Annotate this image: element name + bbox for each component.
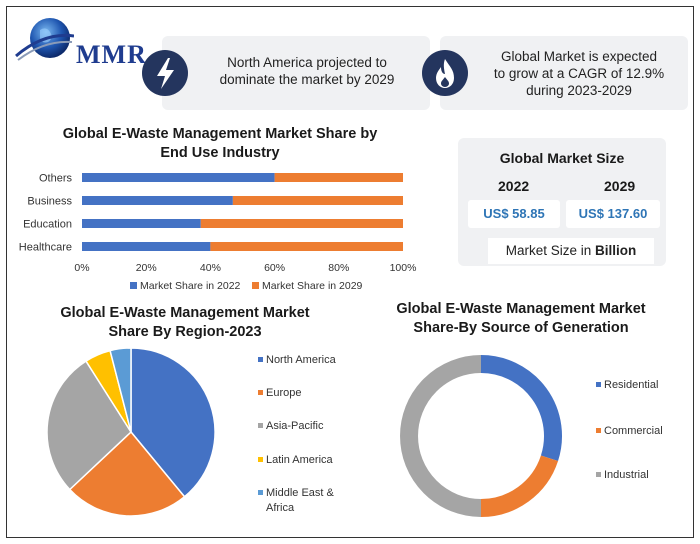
x-tick-label: 80% [328,262,349,274]
market-size-title: Global Market Size [499,150,625,166]
legend-label: Africa [266,502,295,514]
legend-swatch [258,490,263,495]
category-label: Healthcare [19,242,72,254]
bar-segment [82,173,275,182]
market-size-value: US$ 58.85 [468,200,560,228]
category-label: Education [23,219,72,231]
legend-label: Commercial [604,425,663,437]
bar-segment [232,196,403,205]
source-donut-title-line: Global E-Waste Management Market [396,301,646,317]
market-size-unit-bold: Billion [595,243,637,258]
market-size-unit: Market Size in Billion [488,238,654,264]
bar-segment [200,219,403,228]
region-pie-title-line: Share By Region-2023 [108,324,262,340]
region-pie-title: Global E-Waste Management Market Share B… [40,304,330,342]
flame-icon [422,50,468,96]
pie-slice [109,347,132,433]
logo: MMR [14,14,147,70]
donut-segment [480,455,559,517]
legend-label: Market Share in 2029 [262,280,363,292]
x-tick-label: 40% [200,262,221,274]
region-pie-chart: North America Europe Asia-Pacific Latin Ame… [46,347,337,517]
legend-swatch [258,390,263,395]
highlight-card-cagr: Global Market is expected to grow at a C… [422,36,688,110]
donut-segment [400,355,482,517]
highlight-text-line: North America projected to [227,55,387,70]
legend-swatch [258,357,263,362]
bar-chart-title-line: Global E-Waste Management Market Share b… [62,126,378,142]
pie-slice [68,430,186,517]
legend-swatch [596,472,601,477]
legend-label: Latin America [266,454,334,466]
legend-label: Asia-Pacific [266,420,324,432]
x-tick-label: 60% [264,262,285,274]
x-tick-label: 0% [74,262,89,274]
category-label: Others [39,173,73,185]
legend-label: North America [266,354,337,366]
legend-label: Europe [266,387,301,399]
highlight-text-line: Global Market is expected [500,49,658,64]
legend-label: Industrial [604,469,649,481]
bar-segment [210,242,403,251]
legend-label: Market Share in 2022 [140,280,241,292]
legend-label: Residential [604,379,658,391]
x-tick-label: 100% [390,262,417,274]
legend-swatch [130,282,137,289]
highlight-text-line: to grow at a CAGR of 12.9% [493,66,665,81]
market-size-year: 2029 [604,178,636,194]
bar-segment [274,173,403,182]
bar-chart-title-line: End Use Industry [160,145,280,161]
source-donut-title: Global E-Waste Management Market Share-B… [380,300,662,338]
bar-chart-title: Global E-Waste Management Market Share b… [40,125,400,163]
category-label: Business [27,196,72,208]
legend-swatch [258,457,263,462]
highlight-text-line: during 2023-2029 [526,83,632,98]
globe-icon [15,18,75,61]
pie-slice [130,347,216,498]
legend-swatch [258,423,263,428]
market-size-year: 2022 [498,178,530,194]
bar-segment [82,196,233,205]
bar-segment [82,219,201,228]
donut-segment [480,355,562,462]
legend-label: Middle East & [266,487,335,499]
legend-swatch [252,282,259,289]
bar-segment [82,242,211,251]
highlight-text-line: dominate the market by 2029 [219,72,395,87]
legend-swatch [596,382,601,387]
legend-swatch [596,428,601,433]
lightning-icon [142,50,188,96]
pie-slice [46,360,132,491]
market-size-value: US$ 137.60 [566,200,660,228]
logo-text: MMR [76,40,147,69]
source-donut-title-line: Share-By Source of Generation [413,320,629,336]
market-size-card: Global Market Size 2022 2029 US$ 58.85 U… [458,138,666,266]
highlight-card-north-america: North America projected to dominate the … [142,36,430,110]
market-size-unit-prefix: Market Size in [505,243,596,258]
source-donut-chart: Residential Commercial Industrial [400,355,663,517]
region-pie-title-line: Global E-Waste Management Market [60,305,310,321]
x-tick-label: 20% [136,262,157,274]
